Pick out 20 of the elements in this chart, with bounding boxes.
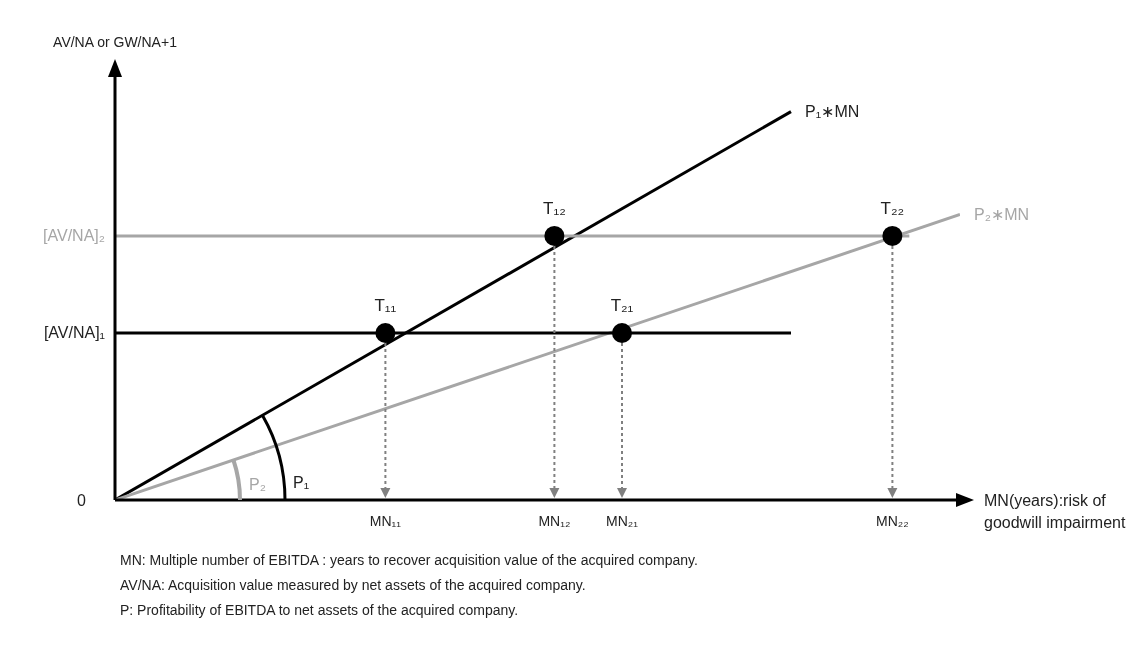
series-label: [AV/NA]₁ bbox=[43, 323, 105, 341]
text: MN: Multiple number of EBITDA : years to recover acquisition value of the acquired company. bbox=[120, 551, 699, 570]
text: AV/NA: Acquisition value measured by net assets of the acquired company. bbox=[120, 576, 587, 595]
text: 0 bbox=[77, 492, 86, 509]
series-label: P₂∗MN bbox=[974, 205, 1030, 223]
x-tick-label: MN₂₂ bbox=[876, 512, 909, 529]
annotation: T₁₂ bbox=[543, 198, 566, 218]
x-tick-label: MN₁₁ bbox=[369, 512, 402, 529]
annotation: P₂ bbox=[249, 476, 266, 493]
annotation: T₂₁ bbox=[610, 295, 634, 315]
annotation: T₁₁ bbox=[374, 295, 397, 315]
annotation: P₁ bbox=[293, 474, 310, 491]
y-axis-title: AV/NA or GW/NA+1 bbox=[53, 34, 178, 50]
x-tick-label: MN₂₁ bbox=[606, 512, 639, 529]
x-tick-label: MN₁₂ bbox=[538, 512, 571, 529]
annotation: T₂₂ bbox=[880, 198, 905, 218]
series-label: [AV/NA]₂ bbox=[43, 226, 105, 244]
x-axis-title: MN(years):risk of goodwill impairment bbox=[984, 492, 1126, 531]
text: P: Profitability of EBITDA to net assets of the acquired company. bbox=[120, 601, 520, 620]
series-label: P₁∗MN bbox=[805, 102, 860, 120]
